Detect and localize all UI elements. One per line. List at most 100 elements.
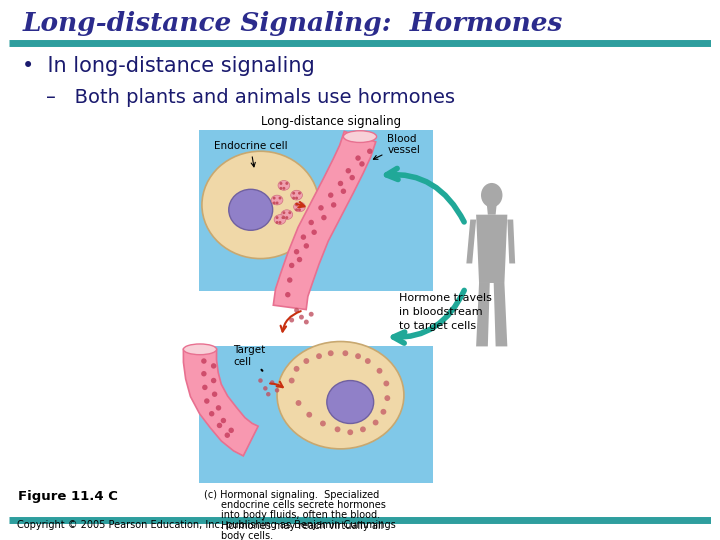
- Circle shape: [377, 368, 382, 374]
- Circle shape: [296, 400, 302, 406]
- Text: into body fluids, often the blood.: into body fluids, often the blood.: [222, 510, 381, 521]
- Circle shape: [365, 358, 371, 364]
- Circle shape: [355, 353, 361, 359]
- Circle shape: [292, 197, 295, 200]
- Text: Long-distance signaling: Long-distance signaling: [261, 116, 401, 129]
- Text: Hormone travels
in bloodstream
to target cells: Hormone travels in bloodstream to target…: [399, 293, 492, 330]
- Text: Long-distance Signaling:  Hormones: Long-distance Signaling: Hormones: [22, 11, 563, 36]
- Circle shape: [343, 350, 348, 356]
- Circle shape: [321, 215, 327, 220]
- Circle shape: [309, 312, 314, 316]
- Circle shape: [299, 315, 304, 320]
- Ellipse shape: [271, 195, 283, 205]
- Circle shape: [292, 192, 295, 194]
- Ellipse shape: [202, 151, 319, 259]
- Text: body cells.: body cells.: [222, 531, 274, 540]
- Polygon shape: [487, 205, 497, 215]
- Ellipse shape: [184, 344, 217, 355]
- Circle shape: [273, 201, 276, 205]
- Circle shape: [289, 262, 294, 268]
- Circle shape: [287, 278, 292, 283]
- Polygon shape: [508, 220, 515, 264]
- Circle shape: [359, 161, 365, 167]
- Ellipse shape: [229, 190, 273, 230]
- Circle shape: [258, 379, 263, 383]
- Circle shape: [328, 192, 333, 198]
- Circle shape: [295, 197, 298, 200]
- Circle shape: [294, 308, 299, 313]
- Circle shape: [320, 421, 326, 427]
- Circle shape: [282, 187, 285, 190]
- Circle shape: [282, 216, 284, 219]
- Polygon shape: [467, 220, 476, 264]
- Text: Copyright © 2005 Pearson Education, Inc. publishing as Benjamin Cummings: Copyright © 2005 Pearson Education, Inc.…: [17, 520, 395, 530]
- FancyBboxPatch shape: [199, 130, 433, 291]
- Circle shape: [373, 420, 379, 426]
- Ellipse shape: [274, 215, 286, 225]
- Circle shape: [295, 204, 298, 206]
- Text: •  In long-distance signaling: • In long-distance signaling: [22, 56, 315, 76]
- Ellipse shape: [327, 381, 374, 423]
- Circle shape: [217, 423, 222, 428]
- Circle shape: [338, 181, 343, 186]
- Text: Figure 11.4 C: Figure 11.4 C: [19, 490, 118, 503]
- Circle shape: [312, 230, 317, 235]
- Circle shape: [308, 220, 314, 225]
- Polygon shape: [494, 283, 508, 346]
- Text: Blood
vessel: Blood vessel: [374, 133, 420, 159]
- Circle shape: [282, 216, 285, 219]
- Circle shape: [360, 427, 366, 432]
- Circle shape: [279, 221, 282, 224]
- Circle shape: [201, 359, 207, 364]
- Circle shape: [212, 392, 217, 397]
- Circle shape: [276, 216, 279, 219]
- Circle shape: [349, 175, 355, 180]
- Circle shape: [276, 221, 279, 224]
- Circle shape: [341, 188, 346, 194]
- Polygon shape: [184, 349, 258, 456]
- Circle shape: [275, 388, 279, 393]
- Circle shape: [211, 363, 217, 369]
- Circle shape: [298, 208, 301, 211]
- Circle shape: [276, 201, 279, 205]
- Polygon shape: [274, 131, 376, 309]
- Circle shape: [347, 429, 354, 435]
- Circle shape: [282, 211, 285, 214]
- Circle shape: [285, 216, 288, 219]
- Polygon shape: [476, 215, 508, 283]
- Circle shape: [263, 386, 268, 390]
- Polygon shape: [476, 283, 490, 346]
- Circle shape: [270, 380, 274, 384]
- Text: –   Both plants and animals use hormones: – Both plants and animals use hormones: [46, 88, 455, 107]
- Circle shape: [228, 428, 234, 433]
- Circle shape: [294, 366, 300, 372]
- Circle shape: [279, 187, 282, 190]
- Text: endocrine cells secrete hormones: endocrine cells secrete hormones: [222, 500, 387, 510]
- Circle shape: [209, 411, 215, 416]
- Circle shape: [289, 318, 294, 322]
- Circle shape: [331, 202, 336, 208]
- Circle shape: [304, 320, 309, 325]
- Circle shape: [202, 384, 207, 390]
- Ellipse shape: [277, 341, 404, 449]
- Circle shape: [288, 211, 291, 214]
- Circle shape: [273, 197, 276, 200]
- Circle shape: [380, 409, 387, 415]
- Ellipse shape: [291, 190, 302, 200]
- Circle shape: [335, 427, 341, 432]
- Circle shape: [301, 234, 306, 240]
- Circle shape: [285, 292, 291, 298]
- Text: (c) Hormonal signaling.  Specialized: (c) Hormonal signaling. Specialized: [204, 490, 379, 500]
- Circle shape: [316, 353, 322, 359]
- Circle shape: [216, 405, 221, 410]
- Ellipse shape: [294, 202, 305, 212]
- Text: Target
cell: Target cell: [233, 346, 266, 371]
- Circle shape: [297, 257, 302, 262]
- Circle shape: [220, 418, 226, 423]
- Circle shape: [318, 205, 324, 211]
- Circle shape: [285, 182, 288, 185]
- Ellipse shape: [343, 131, 377, 143]
- FancyBboxPatch shape: [199, 346, 433, 483]
- Circle shape: [298, 192, 301, 194]
- Text: Endocrine cell: Endocrine cell: [214, 141, 287, 167]
